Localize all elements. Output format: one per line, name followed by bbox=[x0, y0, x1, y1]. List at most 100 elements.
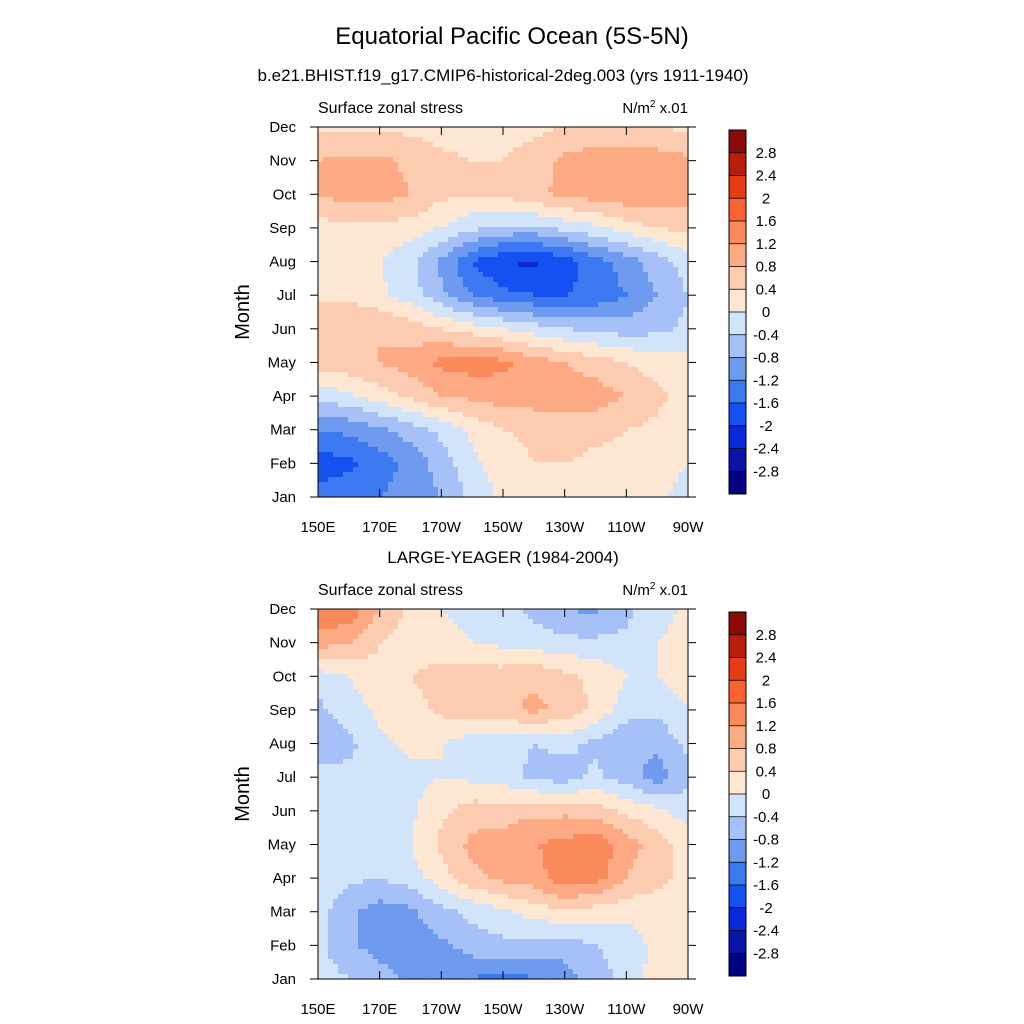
field-cell bbox=[323, 147, 329, 153]
field-cell bbox=[483, 282, 489, 288]
field-cell bbox=[568, 142, 574, 148]
field-cell bbox=[518, 242, 524, 248]
field-cell bbox=[598, 307, 604, 313]
field-cell bbox=[423, 322, 429, 328]
field-cell bbox=[543, 372, 549, 378]
field-cell bbox=[548, 342, 554, 348]
field-cell bbox=[548, 252, 554, 258]
field-cell bbox=[393, 372, 399, 378]
field-cell bbox=[348, 152, 354, 158]
field-cell bbox=[658, 412, 664, 418]
field-cell bbox=[643, 137, 649, 143]
field-cell bbox=[398, 322, 404, 328]
field-cell bbox=[408, 217, 414, 223]
field-cell bbox=[548, 292, 554, 298]
field-cell bbox=[548, 282, 554, 288]
field-cell bbox=[513, 347, 519, 353]
field-cell bbox=[613, 437, 619, 443]
field-cell bbox=[628, 247, 634, 253]
units-label: N/m2 x.01 bbox=[622, 99, 688, 117]
field-cell bbox=[503, 132, 509, 138]
field-cell bbox=[488, 377, 494, 383]
field-cell bbox=[443, 202, 449, 208]
field-cell bbox=[348, 197, 354, 203]
field-cell bbox=[588, 422, 594, 428]
field-cell bbox=[593, 452, 599, 458]
field-cell bbox=[538, 362, 544, 368]
field-cell bbox=[343, 392, 349, 398]
field-cell bbox=[388, 292, 394, 298]
field-cell bbox=[398, 377, 404, 383]
field-cell bbox=[638, 242, 644, 248]
field-cell bbox=[513, 232, 519, 238]
field-cell bbox=[663, 242, 669, 248]
field-cell bbox=[383, 177, 389, 183]
field-cell bbox=[683, 157, 689, 163]
field-cell bbox=[403, 132, 409, 138]
field-cell bbox=[623, 167, 629, 173]
field-cell bbox=[523, 272, 529, 278]
field-cell bbox=[668, 397, 674, 403]
field-cell bbox=[663, 227, 669, 233]
field-cell bbox=[633, 267, 639, 273]
field-cell bbox=[378, 172, 384, 178]
field-cell bbox=[668, 317, 674, 323]
field-cell bbox=[663, 412, 669, 418]
field-cell bbox=[558, 362, 564, 368]
field-cell bbox=[518, 312, 524, 318]
field-cell bbox=[548, 147, 554, 153]
field-cell bbox=[578, 387, 584, 393]
field-cell bbox=[668, 152, 674, 158]
field-cell bbox=[483, 212, 489, 218]
field-cell bbox=[353, 272, 359, 278]
field-cell bbox=[318, 197, 324, 203]
field-cell bbox=[388, 447, 394, 453]
field-cell bbox=[598, 132, 604, 138]
field-cell bbox=[453, 147, 459, 153]
field-cell bbox=[453, 272, 459, 278]
field-cell bbox=[348, 307, 354, 313]
field-cell bbox=[323, 167, 329, 173]
field-cell bbox=[588, 222, 594, 228]
field-cell bbox=[563, 242, 569, 248]
field-cell bbox=[423, 167, 429, 173]
field-cell bbox=[383, 312, 389, 318]
field-cell bbox=[673, 257, 679, 263]
field-cell bbox=[433, 137, 439, 143]
field-cell bbox=[418, 187, 424, 193]
field-cell bbox=[678, 382, 684, 388]
field-cell bbox=[418, 182, 424, 188]
field-cell bbox=[373, 357, 379, 363]
field-cell bbox=[648, 157, 654, 163]
field-cell bbox=[663, 252, 669, 258]
field-cell bbox=[493, 397, 499, 403]
field-cell bbox=[403, 277, 409, 283]
field-cell bbox=[388, 132, 394, 138]
field-cell bbox=[678, 237, 684, 243]
field-cell bbox=[593, 192, 599, 198]
field-cell bbox=[403, 257, 409, 263]
field-cell bbox=[578, 407, 584, 413]
field-cell bbox=[423, 412, 429, 418]
field-cell bbox=[633, 232, 639, 238]
field-cell bbox=[623, 302, 629, 308]
field-cell bbox=[423, 297, 429, 303]
field-cell bbox=[453, 202, 459, 208]
field-cell bbox=[503, 307, 509, 313]
field-cell bbox=[438, 392, 444, 398]
field-cell bbox=[488, 162, 494, 168]
field-cell bbox=[563, 227, 569, 233]
field-cell bbox=[343, 222, 349, 228]
field-cell bbox=[578, 202, 584, 208]
field-cell bbox=[398, 172, 404, 178]
field-cell bbox=[398, 212, 404, 218]
field-cell bbox=[448, 232, 454, 238]
field-cell bbox=[443, 272, 449, 278]
field-cell bbox=[468, 462, 474, 468]
field-cell bbox=[618, 157, 624, 163]
field-cell bbox=[598, 337, 604, 343]
field-cell bbox=[443, 382, 449, 388]
field-cell bbox=[528, 392, 534, 398]
field-cell bbox=[388, 427, 394, 433]
field-cell bbox=[453, 292, 459, 298]
